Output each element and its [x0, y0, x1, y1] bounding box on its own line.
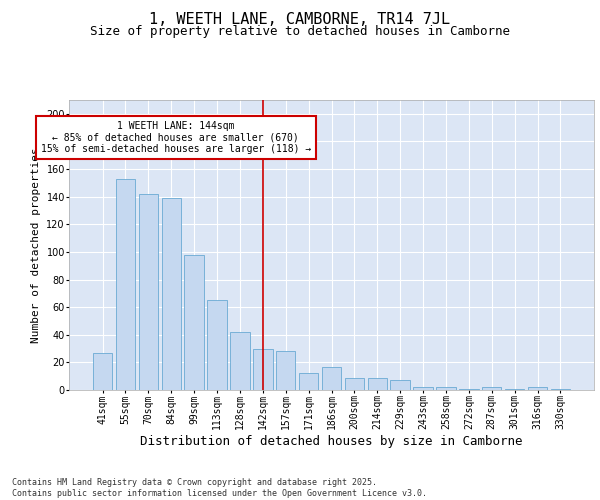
Bar	[230, 332, 250, 390]
Bar	[505, 388, 524, 390]
Text: Contains HM Land Registry data © Crown copyright and database right 2025.
Contai: Contains HM Land Registry data © Crown c…	[12, 478, 427, 498]
Bar	[208, 300, 227, 390]
Bar	[551, 388, 570, 390]
Bar	[161, 198, 181, 390]
Bar	[528, 387, 547, 390]
Bar	[116, 178, 135, 390]
Bar	[482, 387, 502, 390]
Bar	[299, 374, 319, 390]
Y-axis label: Number of detached properties: Number of detached properties	[31, 147, 41, 343]
Bar	[391, 380, 410, 390]
Bar	[436, 387, 455, 390]
Bar	[368, 378, 387, 390]
Bar	[276, 352, 295, 390]
Bar	[413, 387, 433, 390]
Bar	[459, 388, 479, 390]
Bar	[344, 378, 364, 390]
X-axis label: Distribution of detached houses by size in Camborne: Distribution of detached houses by size …	[140, 435, 523, 448]
Text: Size of property relative to detached houses in Camborne: Size of property relative to detached ho…	[90, 25, 510, 38]
Bar	[253, 348, 272, 390]
Bar	[322, 366, 341, 390]
Bar	[184, 254, 204, 390]
Bar	[93, 352, 112, 390]
Bar	[139, 194, 158, 390]
Text: 1, WEETH LANE, CAMBORNE, TR14 7JL: 1, WEETH LANE, CAMBORNE, TR14 7JL	[149, 12, 451, 28]
Text: 1 WEETH LANE: 144sqm
← 85% of detached houses are smaller (670)
15% of semi-deta: 1 WEETH LANE: 144sqm ← 85% of detached h…	[41, 120, 311, 154]
